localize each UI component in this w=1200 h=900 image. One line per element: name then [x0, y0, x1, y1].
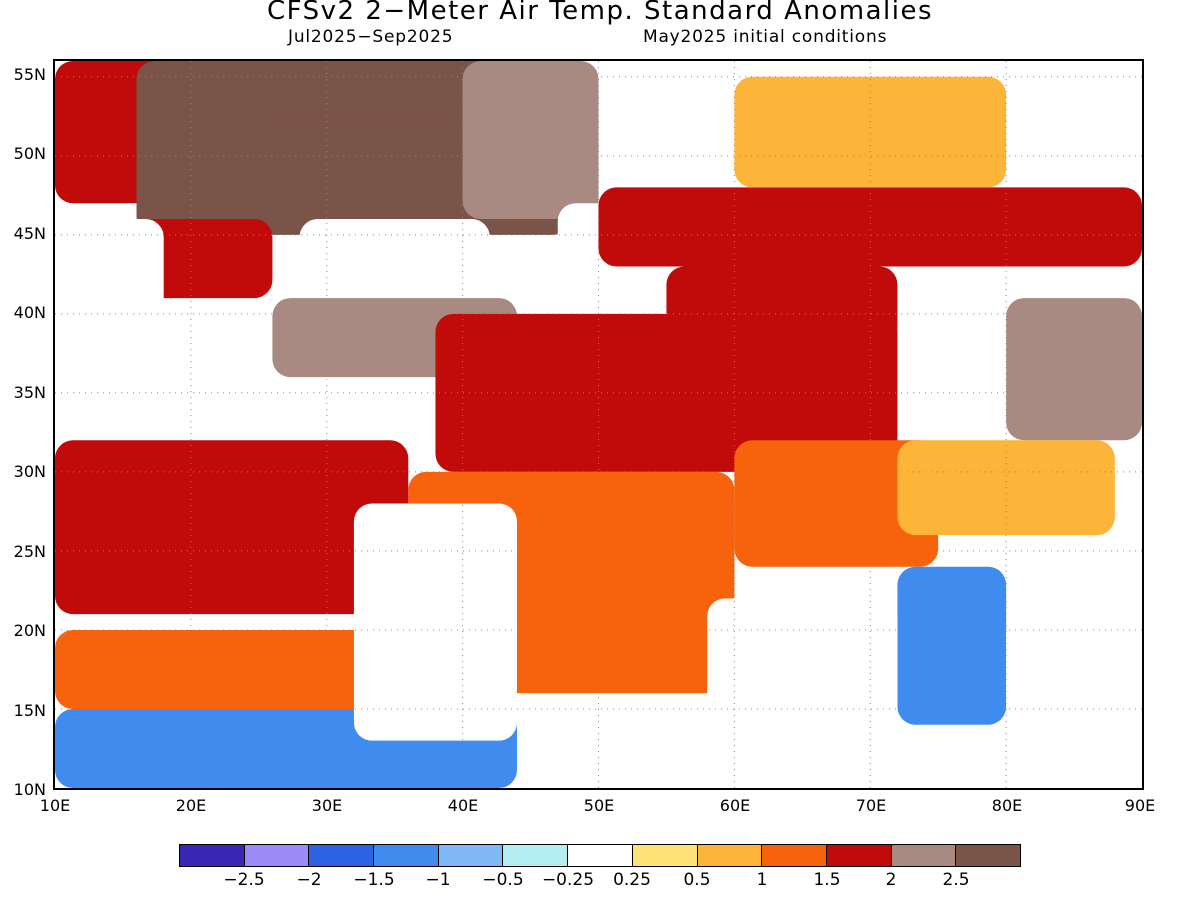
lat-tick-label: 35N [13, 383, 46, 402]
lat-tick-label: 40N [13, 303, 46, 322]
colorbar-swatch [632, 845, 698, 866]
anomaly-region [462, 61, 599, 220]
colorbar-swatch [180, 845, 245, 866]
anomaly-region [734, 76, 1007, 188]
colorbar-label: 2.5 [942, 870, 970, 890]
colorbar-label: 0.5 [683, 870, 711, 890]
lat-tick-label: 45N [13, 224, 46, 243]
anomaly-region [55, 219, 164, 346]
lon-tick-label: 10E [39, 796, 71, 815]
colorbar-label: −1 [425, 870, 451, 890]
anomaly-map [53, 59, 1144, 790]
lon-tick-label: 80E [991, 796, 1023, 815]
anomaly-region [897, 566, 1007, 725]
colorbar-label: −2 [296, 870, 322, 890]
lon-tick-label: 60E [719, 796, 751, 815]
colorbar-swatch [826, 845, 892, 866]
colorbar-swatch [762, 845, 827, 866]
colorbar-swatch [503, 845, 569, 866]
map-title: CFSv2 2−Meter Air Temp. Standard Anomali… [266, 0, 933, 26]
anomaly-region [707, 598, 898, 788]
colorbar-label: 1.5 [813, 870, 841, 890]
anomaly-region [734, 440, 939, 567]
initial-conditions: May2025 initial conditions [643, 27, 888, 47]
colorbar-label: 0.25 [613, 870, 651, 890]
colorbar-label: −2.5 [223, 870, 265, 890]
lat-tick-label: 15N [13, 701, 46, 720]
colorbar [179, 844, 1021, 867]
anomaly-region [1006, 614, 1142, 788]
lon-tick-label: 30E [311, 796, 343, 815]
colorbar-swatch [697, 845, 763, 866]
colorbar-label: 1 [756, 870, 768, 890]
colorbar-label: 2 [885, 870, 897, 890]
lat-tick-label: 25N [13, 542, 46, 561]
colorbar-swatch [244, 845, 310, 866]
colorbar-swatch [374, 845, 439, 866]
colorbar-label: −0.25 [541, 870, 595, 890]
lon-tick-label: 50E [583, 796, 615, 815]
colorbar-swatch [438, 845, 504, 866]
lat-tick-label: 30N [13, 462, 46, 481]
lat-tick-label: 50N [13, 144, 46, 163]
anomaly-region [598, 187, 1142, 267]
anomaly-region [55, 440, 409, 615]
anomaly-region [435, 313, 898, 472]
lat-tick-label: 20N [13, 621, 46, 640]
lon-tick-label: 40E [447, 796, 479, 815]
colorbar-label: −0.5 [482, 870, 524, 890]
colorbar-swatch [956, 845, 1020, 866]
lat-tick-label: 10N [13, 780, 46, 799]
colorbar-swatch [891, 845, 957, 866]
anomaly-region [299, 219, 490, 299]
anomaly-region [353, 503, 517, 741]
colorbar-swatch [309, 845, 375, 866]
lon-tick-label: 70E [855, 796, 887, 815]
lat-tick-label: 55N [13, 65, 46, 84]
colorbar-swatch [568, 845, 633, 866]
lon-tick-label: 20E [175, 796, 207, 815]
anomaly-region [666, 266, 898, 346]
map-canvas [55, 61, 1142, 788]
lon-tick-label: 90E [1124, 796, 1156, 815]
forecast-period: Jul2025−Sep2025 [288, 27, 454, 47]
anomaly-region [1006, 298, 1142, 441]
anomaly-region [55, 629, 395, 709]
colorbar-label: −1.5 [353, 870, 395, 890]
